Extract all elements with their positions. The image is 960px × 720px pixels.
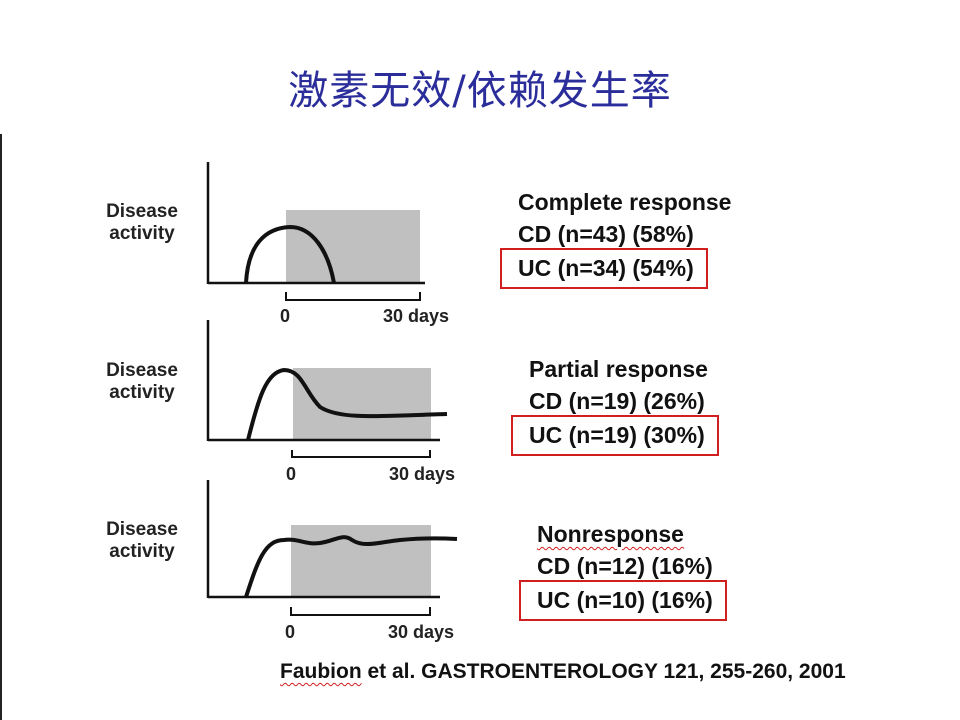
response-block-partial: Partial response CD (n=19) (26%) UC (n=1… <box>511 353 719 456</box>
disease-activity-curve <box>246 367 448 441</box>
response-block-nonresponse: Nonresponse CD (n=12) (16%) UC (n=10) (1… <box>519 518 727 621</box>
uc-result-highlighted: UC (n=34) (54%) <box>500 248 708 289</box>
y-axis-label: Disease activity <box>92 519 192 563</box>
tick-end-label: 30 days <box>388 622 455 642</box>
y-label-text: Disease activity <box>106 519 178 562</box>
treatment-period-shade <box>291 525 431 598</box>
response-block-complete: Complete response CD (n=43) (58%) UC (n=… <box>500 186 732 289</box>
tick-end-label: 30 days <box>383 306 450 326</box>
cd-result: CD (n=19) (26%) <box>529 388 705 414</box>
disease-activity-curve <box>244 535 458 598</box>
uc-result-highlighted: UC (n=10) (16%) <box>519 580 727 621</box>
citation: Faubion et al. GASTROENTEROLOGY 121, 255… <box>280 660 846 684</box>
cd-result: CD (n=12) (16%) <box>537 553 713 579</box>
tick-start-label: 0 <box>285 622 296 642</box>
response-category: Complete response <box>518 189 732 215</box>
response-category: Partial response <box>529 356 708 382</box>
citation-author: Faubion <box>280 660 362 683</box>
panel-complete-response <box>206 162 425 301</box>
treatment-period-shade <box>293 368 431 440</box>
left-border-line <box>0 134 2 720</box>
tick-start-label: 0 <box>286 464 297 484</box>
tick-start-label: 0 <box>280 306 291 326</box>
uc-result-highlighted: UC (n=19) (30%) <box>511 415 719 456</box>
panel-partial-response <box>206 320 448 458</box>
time-bracket <box>291 450 431 458</box>
y-axis-label: Disease activity <box>92 360 192 404</box>
cd-result: CD (n=43) (58%) <box>518 221 694 247</box>
response-category: Nonresponse <box>537 521 684 547</box>
y-label-text: Disease activity <box>106 360 178 403</box>
slide-title: 激素无效/依赖发生率 <box>288 68 672 114</box>
tick-end-label: 30 days <box>389 464 456 484</box>
time-bracket <box>285 292 421 301</box>
time-bracket <box>290 607 431 616</box>
y-axis-label: Disease activity <box>92 201 192 245</box>
disease-activity-curve <box>244 224 336 284</box>
panel-nonresponse <box>206 480 458 616</box>
citation-source: et al. GASTROENTEROLOGY 121, 255-260, 20… <box>361 660 846 683</box>
y-label-text: Disease activity <box>106 201 178 244</box>
treatment-period-shade <box>286 210 420 283</box>
